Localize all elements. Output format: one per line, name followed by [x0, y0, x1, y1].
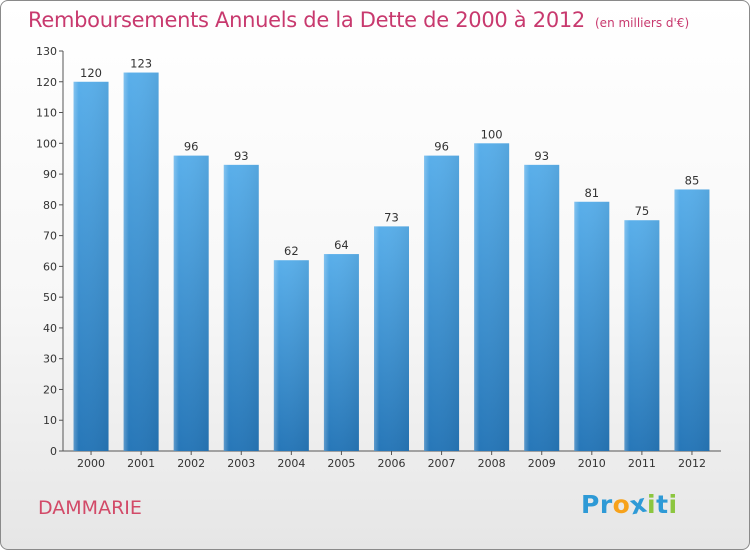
chart-title: Remboursements Annuels de la Dette de 20… [28, 8, 689, 32]
bar-shine [374, 226, 409, 451]
x-tick-label: 2010 [578, 457, 606, 470]
data-label: 64 [334, 238, 349, 252]
logo-letter: o [612, 490, 631, 519]
x-tick-label: 2006 [378, 457, 406, 470]
data-label: 62 [284, 244, 299, 258]
y-tick-label: 0 [50, 445, 57, 458]
logo-letter: i [668, 490, 678, 519]
y-tick-label: 120 [36, 76, 57, 89]
data-label: 93 [234, 149, 249, 163]
y-tick-label: 10 [43, 414, 57, 427]
title-text: Remboursements Annuels de la Dette de 20… [28, 8, 585, 32]
data-label: 96 [184, 140, 199, 154]
bar-shine [73, 81, 109, 452]
y-tick-label: 100 [36, 137, 57, 150]
y-tick-label: 40 [43, 322, 57, 335]
bar-shine [223, 164, 259, 451]
data-label: 93 [534, 149, 549, 163]
y-tick-label: 30 [43, 353, 57, 366]
axes: 0 10 20 30 40 50 60 70 80 90 100 110 120 130 2000 2001 2… [36, 45, 721, 470]
bar-shine [574, 201, 610, 451]
logo-letter: i [647, 490, 657, 519]
bar-shine [273, 260, 309, 451]
y-tick-label: 130 [36, 45, 57, 58]
commune-name: DAMMARIE [38, 497, 142, 519]
logo-letter: P [581, 490, 600, 519]
y-tick-label: 50 [43, 291, 57, 304]
data-label: 120 [80, 66, 102, 80]
bar-shine [323, 254, 359, 451]
data-label: 81 [584, 186, 599, 200]
data-label: 96 [434, 140, 449, 154]
y-tick-label: 20 [43, 383, 57, 396]
x-tick-label: 2005 [327, 457, 355, 470]
x-tick-label: 2011 [628, 457, 656, 470]
x-tick-label: 2004 [277, 457, 305, 470]
y-tick-label: 70 [43, 230, 57, 243]
y-tick-label: 90 [43, 168, 57, 181]
x-tick-label: 2002 [177, 457, 205, 470]
data-label: 73 [384, 210, 399, 224]
bar-shine [674, 189, 710, 451]
unit-label: (en milliers d'€) [595, 16, 690, 30]
x-tick-label: 2008 [478, 457, 506, 470]
y-tick-label: 110 [36, 107, 57, 120]
proxiti-logo: Proxiti [581, 489, 678, 521]
x-tick-label: 2003 [227, 457, 255, 470]
data-label: 85 [685, 173, 700, 187]
bar-shine [624, 220, 660, 451]
x-tick-label: 2009 [528, 457, 556, 470]
logo-letter: t [656, 490, 669, 519]
logo-letter: r [599, 490, 613, 519]
x-tick-label: 2001 [127, 457, 155, 470]
value-labels: 120 123 96 93 62 64 73 96 100 93 81 75 85 [80, 57, 699, 259]
x-tick-label: 2000 [77, 457, 105, 470]
x-tick-label: 2012 [678, 457, 706, 470]
bar-shine [123, 72, 159, 452]
y-tick-label: 80 [43, 199, 57, 212]
bar-shine [424, 155, 460, 451]
data-label: 123 [130, 57, 152, 71]
bar-shine [173, 155, 209, 451]
bar-shine [474, 143, 510, 452]
data-label: 75 [635, 204, 650, 218]
bar-shine [524, 164, 560, 451]
x-tick-label: 2007 [428, 457, 456, 470]
y-tick-label: 60 [43, 260, 57, 273]
bars [73, 72, 710, 452]
data-label: 100 [481, 127, 503, 141]
